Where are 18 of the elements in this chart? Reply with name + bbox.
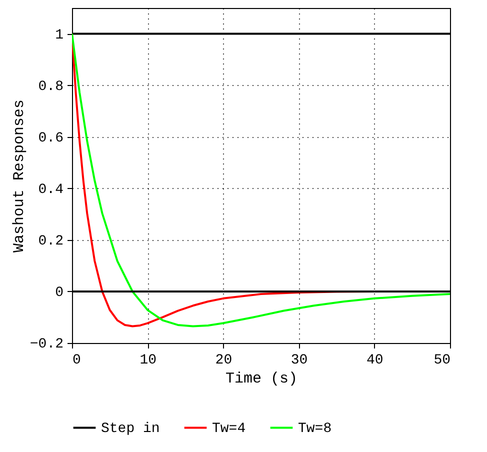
- x-tick-label: 10: [140, 352, 157, 368]
- y-tick-label: 1: [55, 27, 64, 44]
- x-tick-label: 50: [434, 352, 450, 368]
- x-tick-label: 20: [215, 352, 232, 368]
- y-tick-label: 0.8: [38, 78, 64, 95]
- x-axis-title: Time (s): [225, 370, 298, 388]
- y-tick-label: 0: [55, 284, 64, 301]
- y-tick-label: −0.2: [30, 336, 64, 352]
- y-tick-label: 0.6: [38, 130, 64, 146]
- x-tick-label: 0: [72, 352, 81, 368]
- y-tick-label: 0.4: [38, 182, 64, 198]
- x-tick-label: 40: [366, 352, 384, 368]
- y-axis-title: Washout Responses: [10, 99, 28, 253]
- legend-label: Tw=4: [212, 420, 246, 437]
- y-tick-label: 0.2: [38, 233, 64, 250]
- legend-label: Tw=8: [298, 420, 332, 437]
- legend-label: Step in: [101, 420, 160, 437]
- x-tick-label: 30: [290, 352, 308, 368]
